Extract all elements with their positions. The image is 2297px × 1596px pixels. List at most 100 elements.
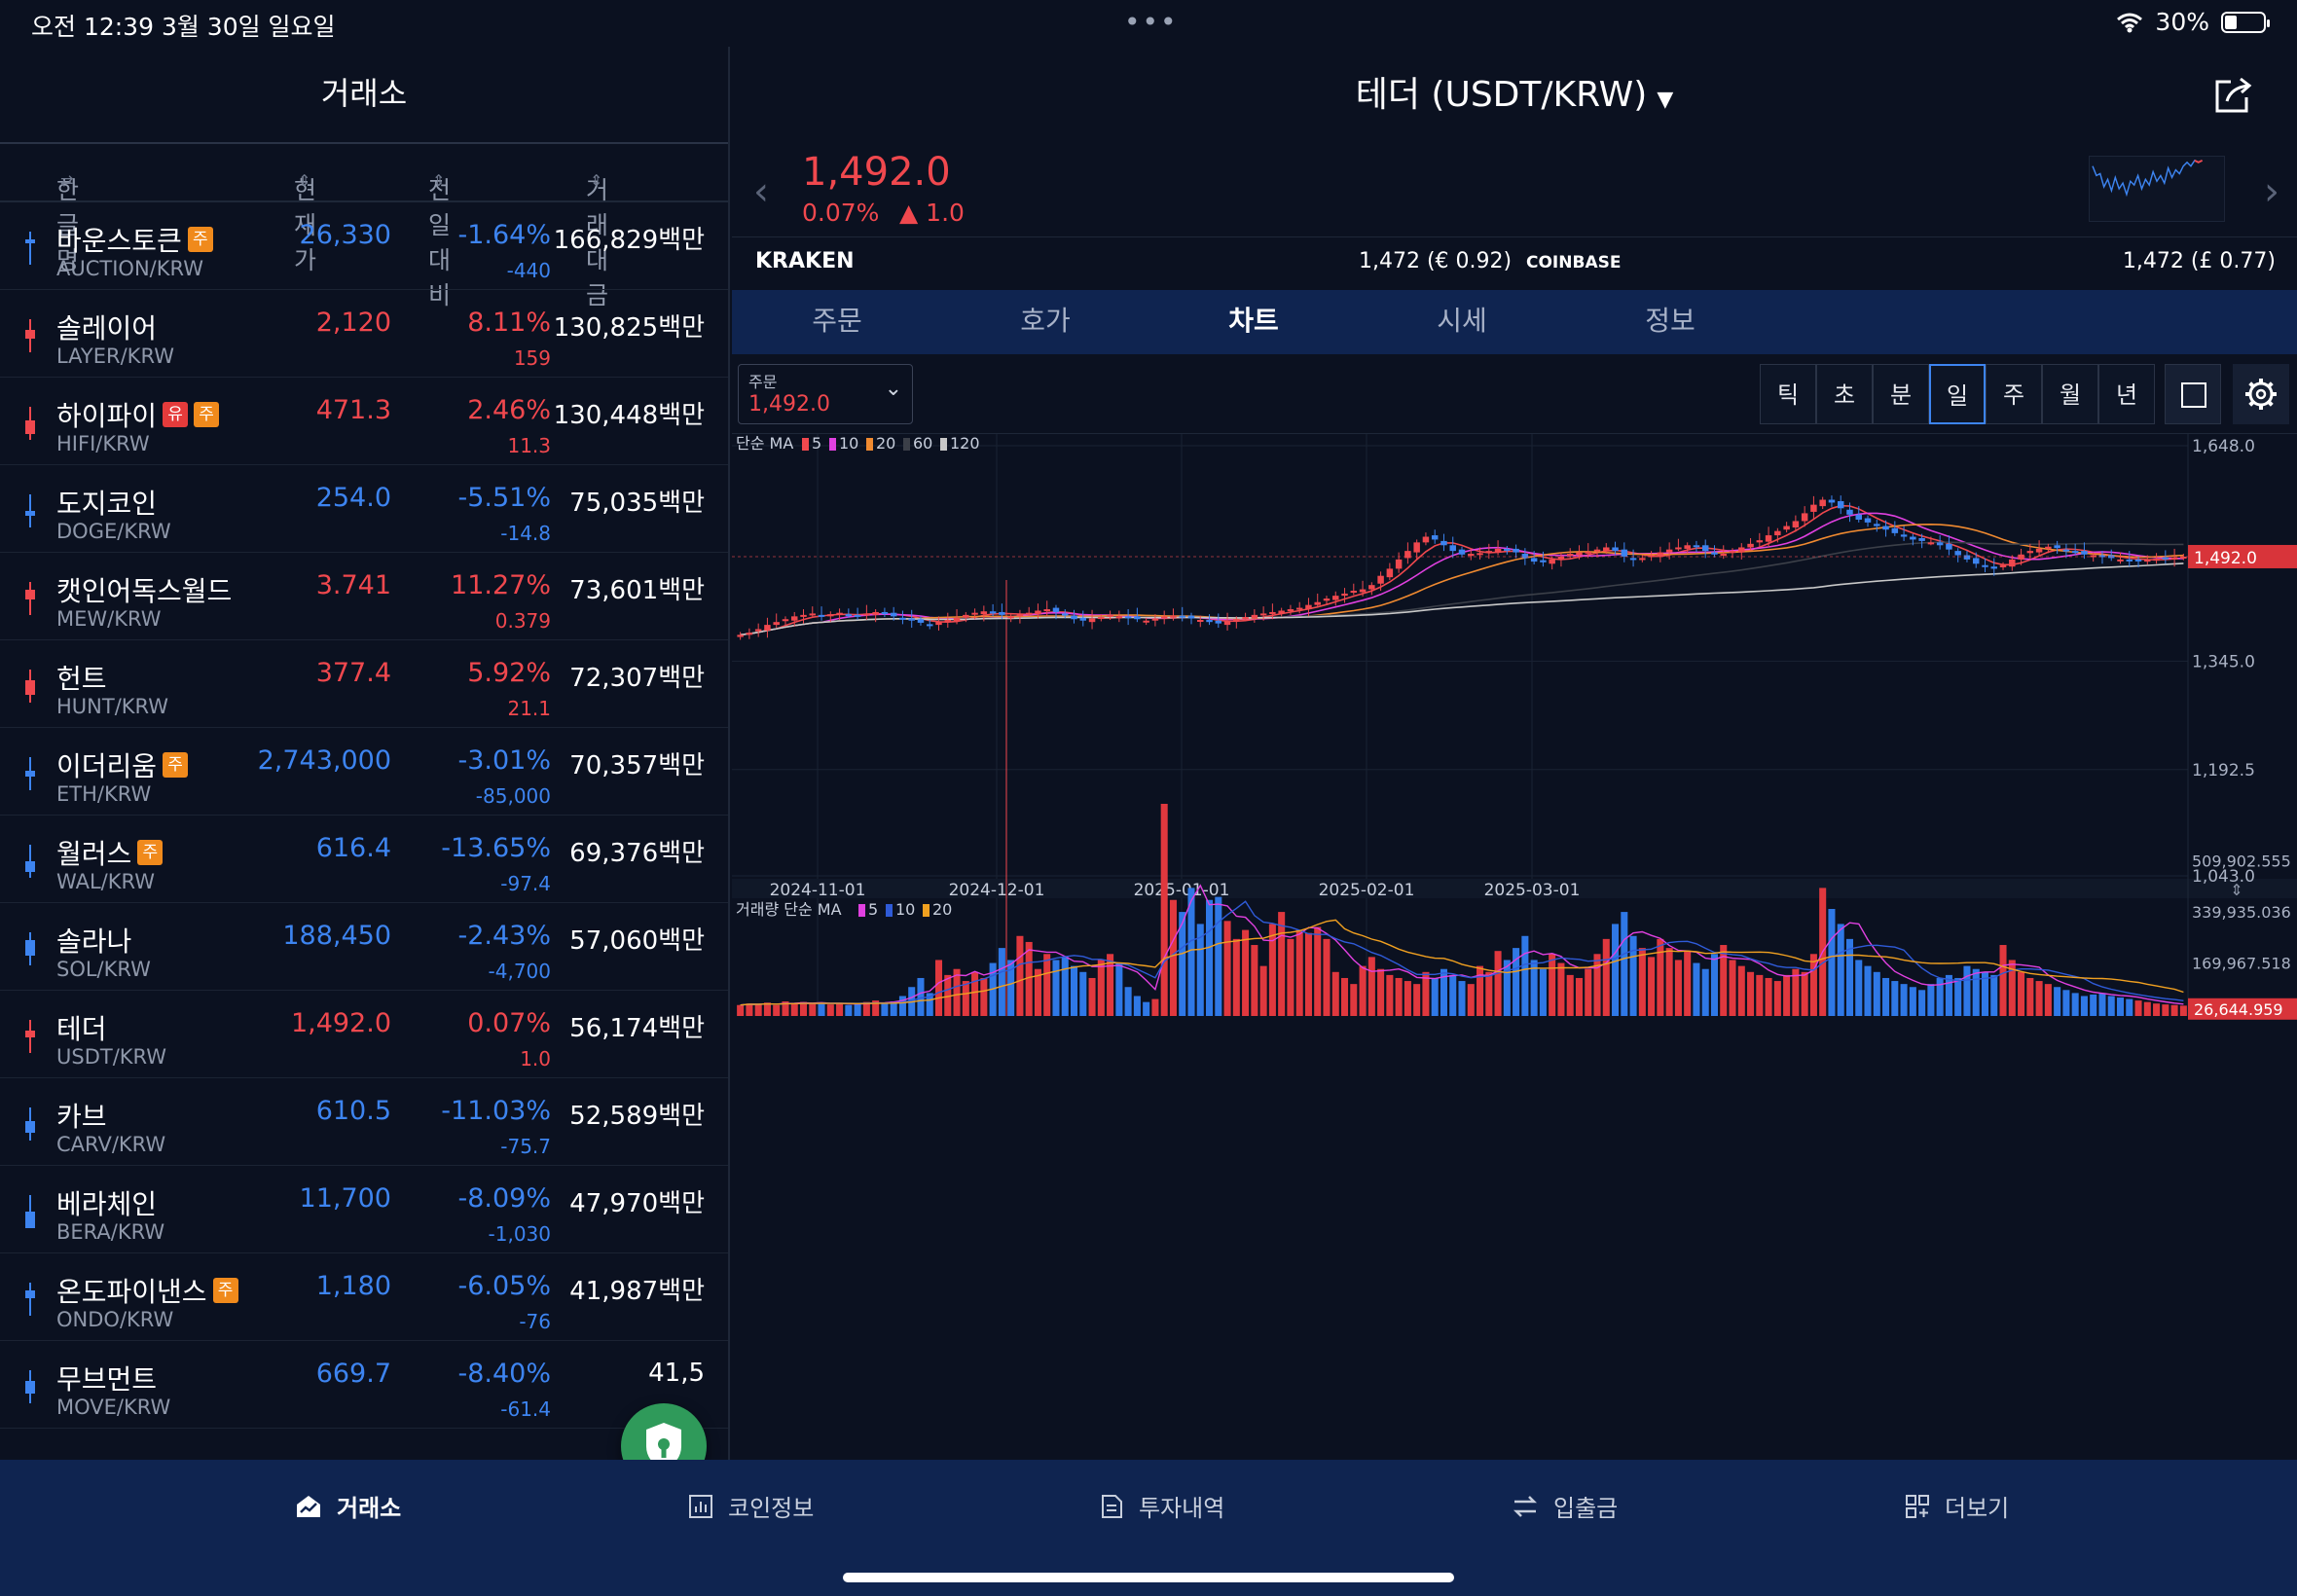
candle-body [1332, 596, 1339, 600]
market-row[interactable]: 솔레이어 LAYER/KRW 2,120 8.11% 159 130,825백만 [0, 290, 728, 378]
market-row[interactable]: 도지코인 DOGE/KRW 254.0 -5.51% -14.8 75,035백만 [0, 465, 728, 553]
market-row[interactable]: 카브 CARV/KRW 610.5 -11.03% -75.7 52,589백만 [0, 1078, 728, 1166]
candle-body [1566, 554, 1574, 557]
tab-info[interactable]: 정보 [1645, 305, 1695, 337]
legend-swatch [829, 438, 836, 451]
next-market-icon[interactable]: › [2264, 169, 2279, 214]
sparkline[interactable] [2089, 156, 2225, 222]
tab-order[interactable]: 주문 [812, 305, 862, 337]
volume-bar [1963, 965, 1971, 1016]
candle-body [1711, 552, 1718, 555]
transfer-icon [1513, 1495, 1538, 1517]
candle-body [1368, 585, 1375, 590]
market-row[interactable]: 무브먼트 MOVE/KRW 669.7 -8.40% -61.4 41,5 [0, 1341, 728, 1429]
coin-change-amount: -75.7 [500, 1135, 551, 1158]
market-row[interactable]: 베라체인 BERA/KRW 11,700 -8.09% -1,030 47,970백만 [0, 1166, 728, 1253]
nav-history[interactable]: 투자내역 [1098, 1489, 1224, 1523]
market-row[interactable]: 테더 USDT/KRW 1,492.0 0.07% 1.0 56,174백만 [0, 991, 728, 1078]
market-row[interactable]: 캣인어독스월드 MEW/KRW 3.741 11.27% 0.379 73,601백만 [0, 553, 728, 640]
candle-body [1738, 547, 1745, 553]
volume-bar [953, 968, 961, 1016]
legend-period: 120 [950, 434, 980, 453]
volume-bar [746, 1003, 753, 1016]
candle-body [1900, 534, 1908, 537]
price-tick-label: 1,345.0 [2192, 652, 2255, 671]
tab-chart[interactable]: 차트 [1228, 305, 1279, 337]
volume-bar [1007, 960, 1015, 1016]
chart-settings-button[interactable] [2233, 364, 2289, 424]
prev-market-icon[interactable]: ‹ [753, 169, 769, 214]
market-row[interactable]: 바운스토큰 주 AUCTION/KRW 26,330 -1.64% -440 166,829… [0, 202, 728, 290]
volume-bar [1864, 965, 1872, 1016]
period-month[interactable]: 월 [2042, 364, 2098, 424]
candle-body [1972, 558, 1980, 564]
volume-bar [1124, 987, 1132, 1016]
nav-exchange[interactable]: 거래소 [294, 1489, 401, 1523]
market-row[interactable]: 월러스 주 WAL/KRW 616.4 -13.65% -97.4 69,376백만 [0, 816, 728, 903]
candle-body [1593, 549, 1601, 552]
volume-bar [1575, 977, 1583, 1016]
volume-bar [1268, 924, 1276, 1016]
exchange-icon [297, 1495, 320, 1517]
multitask-dots-icon[interactable]: ••• [1124, 6, 1179, 38]
coin-price: 1,492.0 [290, 1008, 391, 1038]
nav-coin-info[interactable]: 코인정보 [687, 1489, 814, 1523]
volume-bar [1566, 974, 1574, 1016]
market-row[interactable]: 솔라나 SOL/KRW 188,450 -2.43% -4,700 57,060백만 [0, 903, 728, 991]
nav-transfer[interactable]: 입출금 [1511, 1489, 1618, 1523]
chart-grid [732, 434, 2297, 1016]
candle-body [1242, 617, 1249, 620]
volume-bar [1088, 977, 1096, 1016]
candle-body [746, 633, 753, 635]
candle-body [899, 617, 906, 620]
coin-name-wrap: 온도파이낸스 주 [56, 1271, 238, 1310]
period-tick[interactable]: 틱 [1760, 364, 1816, 424]
market-row[interactable]: 이더리움 주 ETH/KRW 2,743,000 -3.01% -85,000 70,357… [0, 728, 728, 816]
period-second[interactable]: 초 [1816, 364, 1873, 424]
price-chart[interactable]: 1,648.0 1,345.0 1,192.5 1,043.0 1,492.0 2024… [732, 434, 2297, 1460]
coin-change-amount: 11.3 [507, 434, 551, 457]
volume-bar [1945, 974, 1952, 1016]
period-minute[interactable]: 분 [1873, 364, 1929, 424]
share-icon[interactable] [2211, 74, 2254, 117]
period-week[interactable]: 주 [1986, 364, 2042, 424]
candle-body [1269, 611, 1276, 614]
coin-price: 471.3 [315, 395, 391, 425]
volume-bar [1873, 971, 1880, 1016]
quick-order-select[interactable]: 주문 1,492.0 ⌄ [738, 364, 913, 424]
volume-bar [1477, 965, 1484, 1016]
coin-price: 2,120 [315, 308, 391, 338]
volume-bar [2062, 990, 2070, 1016]
market-row[interactable]: 하이파이 유 주 HIFI/KRW 471.3 2.46% 11.3 130,448백만 [0, 378, 728, 465]
market-row[interactable]: 온도파이낸스 주 ONDO/KRW 1,180 -6.05% -76 41,987백만 [0, 1253, 728, 1341]
coin-change-percent: 0.07% [467, 1008, 551, 1038]
volume-bar [845, 1004, 853, 1016]
volume-bar [1648, 957, 1656, 1016]
volume-bar [1792, 968, 1800, 1016]
market-selector[interactable]: 테더 (USDT/KRW) ▼ [732, 47, 2297, 144]
coin-volume: 72,307백만 [569, 664, 705, 693]
candle-body [980, 611, 988, 615]
volume-bar [854, 1003, 861, 1016]
period-day[interactable]: 일 [1929, 364, 1986, 424]
volume-bar [1999, 945, 2007, 1016]
volume-bar [1909, 987, 1916, 1016]
nav-more[interactable]: 더보기 [1904, 1489, 2009, 1523]
volume-axis: 509,902.555 339,935.036 169,967.518 26,644.… [2188, 852, 2297, 1020]
security-shield-button[interactable] [621, 1403, 707, 1460]
legend-period: 20 [932, 900, 952, 919]
coin-change-percent: -13.65% [441, 833, 551, 863]
volume-bar [1765, 977, 1772, 1016]
market-row[interactable]: 헌트 HUNT/KRW 377.4 5.92% 21.1 72,307백만 [0, 640, 728, 728]
volume-ma-lines [740, 884, 2184, 1006]
status-right: 30% [2116, 8, 2270, 36]
volume-bar [2071, 993, 2079, 1016]
chart-layout-button[interactable] [2165, 364, 2221, 424]
coin-change-percent: 11.27% [451, 570, 551, 600]
tab-trades[interactable]: 시세 [1437, 305, 1487, 337]
period-year[interactable]: 년 [2098, 364, 2155, 424]
home-indicator[interactable] [843, 1573, 1454, 1582]
tab-orderbook[interactable]: 호가 [1020, 305, 1071, 337]
last-price-label: 1,492.0 [2194, 549, 2257, 568]
candle-body [1413, 542, 1420, 553]
